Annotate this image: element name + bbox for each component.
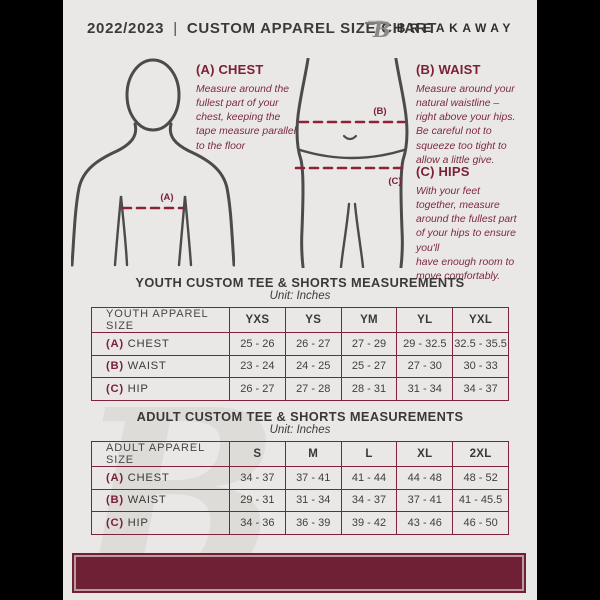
chest-line-label: (A) bbox=[160, 192, 173, 203]
value-cell: 48 - 52 bbox=[452, 466, 509, 490]
youth-header-cell: YXL bbox=[452, 307, 509, 333]
youth-header-cell: YL bbox=[396, 307, 454, 333]
adult-table-title: ADULT CUSTOM TEE & SHORTS MEASUREMENTS bbox=[136, 409, 464, 424]
value-cell: 26 - 27 bbox=[229, 377, 286, 401]
adult-size-table: ADULT APPAREL SIZE S M L XL 2XL (A) CHES… bbox=[91, 441, 509, 535]
youth-header-cell: YM bbox=[340, 307, 398, 333]
chest-instructions-text: Measure around the fullest part of your … bbox=[196, 84, 296, 152]
hips-line-label: (C) bbox=[388, 176, 401, 187]
youth-header-cell: YOUTH APPAREL SIZE bbox=[91, 307, 230, 333]
value-cell: 24 - 25 bbox=[284, 354, 342, 378]
adult-header-cell: ADULT APPAREL SIZE bbox=[91, 441, 230, 467]
adult-header-cell: 2XL bbox=[452, 441, 509, 467]
row-label-cell: (B) WAIST bbox=[91, 488, 230, 512]
adult-header-cell: S bbox=[229, 441, 286, 467]
value-cell: 23 - 24 bbox=[229, 354, 286, 378]
brand-lockup: B BREAKAWAY bbox=[364, 15, 515, 41]
value-cell: 26 - 27 bbox=[284, 332, 342, 356]
value-cell: 27 - 29 bbox=[340, 332, 398, 356]
chart-title: CUSTOM APPAREL SIZE CHART bbox=[186, 20, 438, 37]
table-row: YOUTH APPAREL SIZE YXS YS YM YL YXL bbox=[91, 307, 509, 333]
value-cell: 46 - 50 bbox=[452, 511, 509, 535]
navel-mark bbox=[342, 134, 358, 141]
breakaway-logo-icon: B bbox=[364, 17, 390, 41]
table-row: (B) WAIST 29 - 31 31 - 34 34 - 37 37 - 4… bbox=[91, 488, 509, 512]
torso-chest-diagram: (A) bbox=[71, 58, 235, 267]
value-cell: 41 - 44 bbox=[340, 466, 398, 490]
chest-instructions: (A) CHEST Measure around the fullest par… bbox=[196, 62, 300, 154]
adult-table-unit: Unit: Inches bbox=[269, 424, 331, 436]
value-cell: 29 - 31 bbox=[229, 488, 286, 512]
adult-header-cell: M bbox=[284, 441, 342, 467]
row-label-cell: (C) HIP bbox=[91, 511, 230, 535]
youth-table-title: YOUTH CUSTOM TEE & SHORTS MEASUREMENTS bbox=[135, 275, 465, 290]
value-cell: 29 - 32.5 bbox=[396, 332, 454, 356]
table-row: (B) WAIST 23 - 24 24 - 25 25 - 27 27 - 3… bbox=[91, 354, 509, 378]
value-cell: 41 - 45.5 bbox=[452, 488, 509, 512]
table-row: (A) CHEST 25 - 26 26 - 27 27 - 29 29 - 3… bbox=[91, 332, 509, 356]
row-label-cell: (A) CHEST bbox=[91, 466, 230, 490]
brand-name: BREAKAWAY bbox=[396, 21, 515, 35]
row-label-cell: (A) CHEST bbox=[91, 332, 230, 356]
value-cell: 32.5 - 35.5 bbox=[452, 332, 509, 356]
value-cell: 31 - 34 bbox=[284, 488, 342, 512]
table-row: (C) HIP 26 - 27 27 - 28 28 - 31 31 - 34 … bbox=[91, 377, 509, 401]
value-cell: 34 - 37 bbox=[452, 377, 509, 401]
value-cell: 44 - 48 bbox=[396, 466, 454, 490]
head-outline bbox=[125, 58, 181, 132]
value-cell: 25 - 27 bbox=[340, 354, 398, 378]
value-cell: 37 - 41 bbox=[284, 466, 342, 490]
row-label-cell: (C) HIP bbox=[91, 377, 230, 401]
youth-header-cell: YXS bbox=[229, 307, 286, 333]
footer-bar bbox=[72, 553, 526, 593]
value-cell: 31 - 34 bbox=[396, 377, 454, 401]
hips-instructions-title: (C) HIPS bbox=[416, 164, 470, 179]
table-row: (A) CHEST 34 - 37 37 - 41 41 - 44 44 - 4… bbox=[91, 466, 509, 490]
value-cell: 27 - 30 bbox=[396, 354, 454, 378]
waist-hips-diagram: (B) (C) bbox=[294, 58, 410, 268]
table-row: ADULT APPAREL SIZE S M L XL 2XL bbox=[91, 441, 509, 467]
value-cell: 39 - 42 bbox=[340, 511, 398, 535]
title-separator: | bbox=[173, 20, 178, 37]
value-cell: 34 - 37 bbox=[229, 466, 286, 490]
youth-size-table: YOUTH APPAREL SIZE YXS YS YM YL YXL (A) … bbox=[91, 307, 509, 401]
value-cell: 27 - 28 bbox=[284, 377, 342, 401]
value-cell: 36 - 39 bbox=[284, 511, 342, 535]
value-cell: 43 - 46 bbox=[396, 511, 454, 535]
hip-crease-line bbox=[298, 148, 406, 160]
row-label-cell: (B) WAIST bbox=[91, 354, 230, 378]
value-cell: 37 - 41 bbox=[396, 488, 454, 512]
waist-line-label: (B) bbox=[373, 106, 386, 117]
table-row: (C) HIP 34 - 36 36 - 39 39 - 42 43 - 46 … bbox=[91, 511, 509, 535]
waist-instructions-text: Measure around your natural waistline – … bbox=[416, 84, 516, 166]
adult-header-cell: XL bbox=[396, 441, 454, 467]
size-chart-flyer: B 2022/2023 | CUSTOM APPAREL SIZE CHART B … bbox=[63, 0, 537, 600]
logo-letter: B bbox=[372, 17, 390, 41]
page-title: 2022/2023 | CUSTOM APPAREL SIZE CHART bbox=[87, 20, 437, 37]
value-cell: 34 - 37 bbox=[340, 488, 398, 512]
chest-instructions-title: (A) CHEST bbox=[196, 62, 264, 77]
waist-instructions-title: (B) WAIST bbox=[416, 62, 481, 77]
value-cell: 34 - 36 bbox=[229, 511, 286, 535]
value-cell: 30 - 33 bbox=[452, 354, 509, 378]
waist-instructions: (B) WAIST Measure around your natural wa… bbox=[416, 62, 534, 168]
adult-header-cell: L bbox=[340, 441, 398, 467]
value-cell: 28 - 31 bbox=[340, 377, 398, 401]
youth-header-cell: YS bbox=[284, 307, 342, 333]
youth-table-unit: Unit: Inches bbox=[269, 290, 331, 302]
hips-instructions: (C) HIPS With your feet together, measur… bbox=[416, 164, 538, 284]
season-label: 2022/2023 bbox=[87, 20, 165, 37]
hips-instructions-text: With your feet together, measure around … bbox=[416, 186, 517, 282]
value-cell: 25 - 26 bbox=[229, 332, 286, 356]
